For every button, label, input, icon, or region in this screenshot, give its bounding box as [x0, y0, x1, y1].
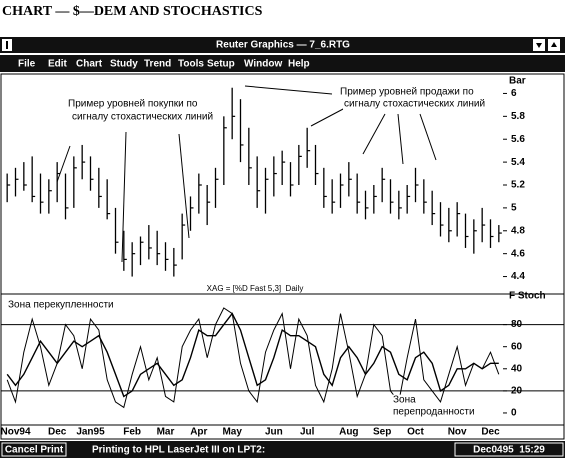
title-bar — [0, 37, 565, 53]
y-tick-label: 4.4 — [511, 271, 525, 282]
status-datetime: Dec0495 15:29 — [473, 445, 545, 456]
menu-item[interactable]: Study — [110, 59, 138, 70]
y-tick-label: 0 — [511, 408, 517, 419]
annotation-bg — [343, 98, 487, 110]
arrow — [121, 131, 127, 263]
status-bar — [0, 441, 565, 458]
window-button-icons — [536, 42, 557, 48]
control-box-icon — [6, 41, 8, 49]
y-tick-label: 5.2 — [511, 180, 525, 191]
annotation-arrows — [56, 85, 437, 263]
x-tick-label: Nov — [448, 427, 467, 438]
annotation: Пример уровней покупки по — [68, 99, 198, 110]
arrow — [397, 113, 404, 165]
menu-item[interactable]: Setup — [207, 59, 235, 70]
annotation-bg — [392, 406, 476, 418]
annotation-bg — [67, 98, 199, 110]
x-tick-label: Mar — [157, 427, 175, 438]
annotation: Пример уровней продажи по — [340, 87, 474, 98]
y-axis-label: Bar — [509, 76, 526, 87]
page-heading: CHART — $—DEM AND STOCHASTICS — [2, 4, 263, 19]
panel-subtitle: XAG = [%D Fast 5,3] Daily — [207, 284, 304, 293]
x-tick-label: Nov94 — [0, 427, 30, 438]
arrow — [419, 113, 437, 161]
y-tick-label: 40 — [511, 363, 523, 374]
annotation: перепроданности — [393, 407, 475, 418]
menu-item[interactable]: Edit — [48, 59, 68, 70]
cancel-print-label: Cancel Print — [5, 445, 64, 456]
y-tick-label: 5.6 — [511, 134, 525, 145]
window-title: Reuter Graphics — 7_6.RTG — [216, 40, 350, 51]
stoch-line — [6, 307, 500, 409]
arrow — [362, 113, 386, 155]
x-tick-label: Dec — [48, 427, 67, 438]
annotation: Зона — [393, 395, 416, 406]
y-tick-label: 4.6 — [511, 248, 525, 259]
arrow — [310, 107, 346, 127]
annotation-bg — [392, 394, 418, 406]
datetime-box — [454, 442, 564, 457]
annotation-bg — [7, 299, 115, 311]
x-tick-label: Sep — [373, 427, 391, 438]
menu-item[interactable]: File — [18, 59, 36, 70]
menu-item[interactable]: Window — [244, 59, 282, 70]
annotation: Зона перекупленности — [8, 300, 114, 311]
x-tick-label: Oct — [407, 427, 424, 438]
arrow — [56, 145, 71, 183]
y-tick-label: 6 — [511, 88, 517, 99]
x-tick-label: Jun — [265, 427, 283, 438]
annotation-bg — [71, 111, 215, 123]
x-tick-label: May — [222, 427, 242, 438]
x-tick-label: Feb — [123, 427, 141, 438]
y-tick-label: 60 — [511, 341, 523, 352]
stoch-line — [6, 312, 499, 398]
x-tick-label: Jan95 — [76, 427, 105, 438]
x-tick-label: Jul — [300, 427, 315, 438]
menu-bar — [0, 55, 565, 72]
y-tick-label: 5.4 — [511, 157, 525, 168]
y-axis-label: F Stoch — [509, 291, 546, 302]
annotation: сигналу стохастических линий — [344, 99, 485, 110]
y-tick-label: 4.8 — [511, 225, 525, 236]
status-message: Printing to HPL LaserJet III on LPT2: — [92, 445, 265, 456]
x-tick-label: Aug — [339, 427, 358, 438]
annotation-bg — [339, 86, 476, 98]
menu-item[interactable]: Help — [288, 59, 310, 70]
arrow — [244, 85, 333, 95]
x-tick-label: Apr — [190, 427, 207, 438]
y-tick-label: 5 — [511, 203, 517, 214]
cancel-print-button[interactable] — [1, 442, 67, 457]
y-tick-label: 5.8 — [511, 111, 525, 122]
x-tick-label: Dec — [481, 427, 500, 438]
arrow — [178, 133, 190, 239]
menu-item[interactable]: Tools — [178, 59, 204, 70]
menu-item[interactable]: Chart — [76, 59, 103, 70]
annotation: сигналу стохастических линий — [72, 112, 213, 123]
menu-item[interactable]: Trend — [144, 59, 171, 70]
x-axis-strip — [0, 424, 565, 440]
